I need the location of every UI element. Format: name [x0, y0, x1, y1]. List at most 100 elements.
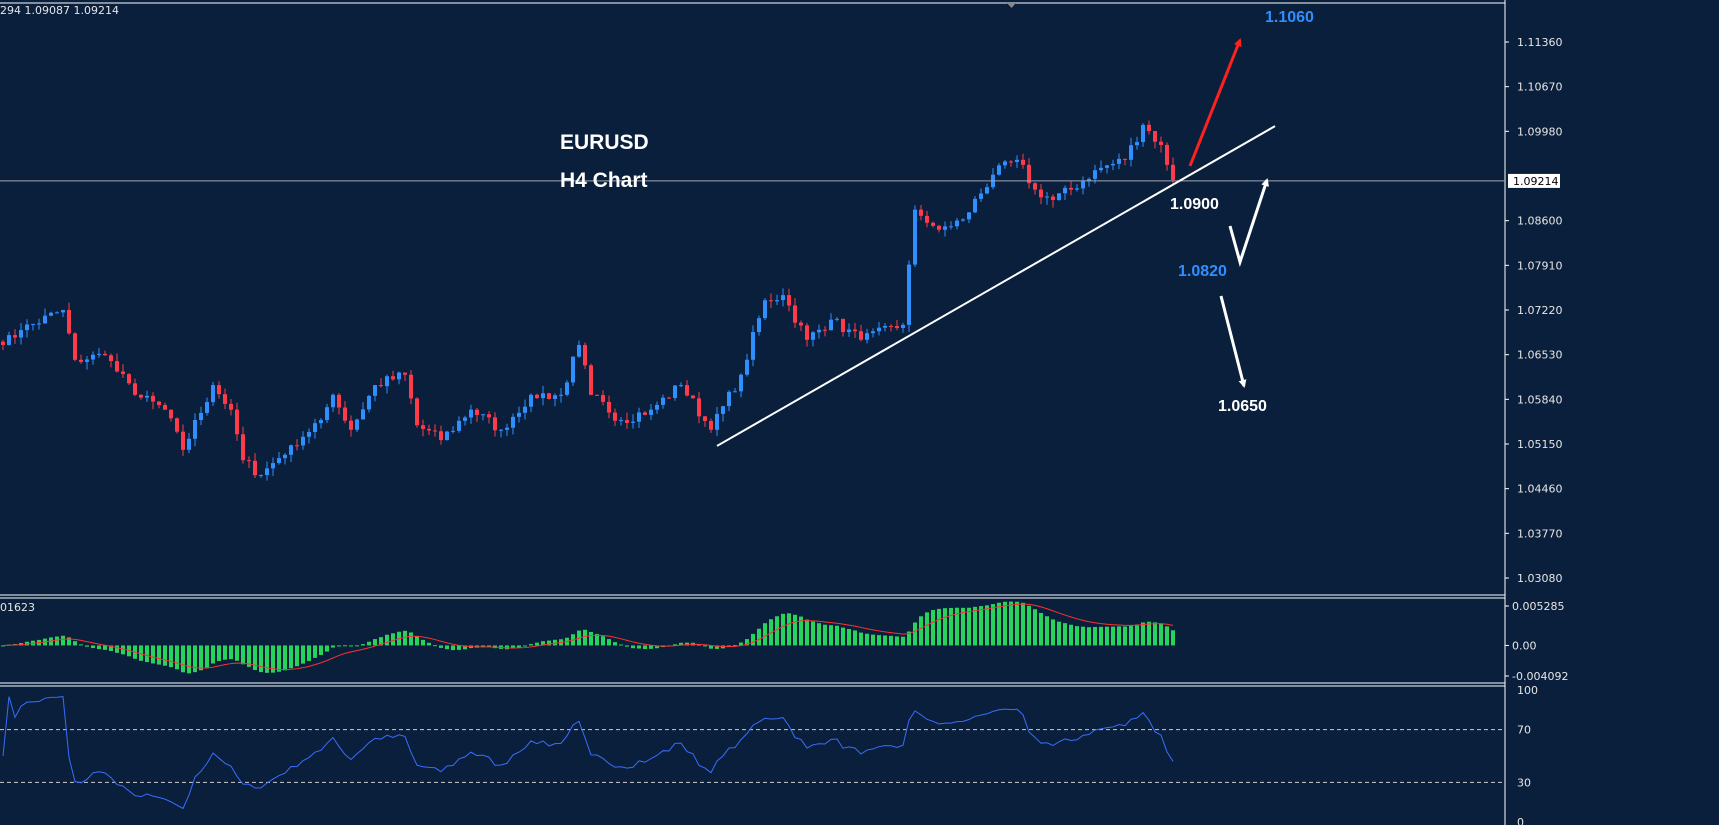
bull-candle	[901, 324, 905, 328]
y-tick-label: 1.08600	[1517, 215, 1563, 228]
macd-bar	[235, 645, 239, 661]
bear-candle	[487, 414, 491, 418]
macd-bar	[229, 645, 233, 660]
y-tick-label: 1.04460	[1517, 483, 1563, 496]
bull-candle	[193, 420, 197, 439]
bear-candle	[1123, 158, 1127, 160]
macd-bar	[655, 645, 659, 649]
bull-candle	[55, 312, 59, 314]
bear-candle	[1051, 196, 1055, 200]
bull-candle	[1087, 178, 1091, 181]
bull-candle	[31, 323, 35, 325]
bull-candle	[1081, 180, 1085, 189]
macd-bar	[889, 635, 893, 646]
bear-candle	[793, 305, 797, 323]
bull-candle	[1105, 165, 1109, 168]
macd-bar	[1075, 626, 1079, 646]
symbol-label: EURUSD	[560, 131, 649, 154]
macd-bar	[943, 608, 947, 646]
bear-candle	[103, 353, 107, 356]
bull-candle	[541, 393, 545, 399]
bull-candle	[661, 397, 665, 405]
bull-candle	[25, 324, 29, 331]
macd-bar	[631, 645, 635, 649]
bull-candle	[469, 409, 473, 418]
bull-candle	[955, 220, 959, 227]
macd-bar	[781, 613, 785, 646]
macd-bar	[811, 621, 815, 646]
bear-candle	[799, 322, 803, 326]
bull-candle	[445, 431, 449, 441]
bull-candle	[811, 332, 815, 340]
macd-bar	[211, 645, 215, 664]
bear-candle	[139, 394, 143, 398]
macd-bar	[547, 640, 551, 646]
bear-candle	[547, 393, 551, 399]
bear-candle	[13, 335, 17, 338]
bull-candle	[715, 413, 719, 430]
macd-bar	[463, 645, 467, 650]
macd-bar	[481, 645, 485, 648]
bear-candle	[1165, 144, 1169, 165]
bull-candle	[829, 319, 833, 331]
macd-signal-line	[2, 603, 1174, 671]
bull-candle	[1057, 193, 1061, 200]
macd-bar	[1087, 627, 1091, 646]
bear-candle	[1021, 159, 1025, 165]
macd-bar	[679, 642, 683, 646]
macd-bar	[727, 645, 731, 647]
bear-candle	[427, 428, 431, 431]
macd-bar	[487, 645, 491, 648]
macd-bar	[601, 636, 605, 646]
macd-bar	[763, 623, 767, 646]
bull-candle	[571, 356, 575, 383]
macd-bar	[67, 637, 71, 646]
bear-candle	[1033, 183, 1037, 190]
y-tick-label: 1.11360	[1517, 36, 1563, 49]
bear-candle	[1171, 164, 1175, 180]
macd-bar	[445, 645, 449, 650]
bear-candle	[475, 409, 479, 415]
bear-candle	[919, 209, 923, 216]
bear-candle	[391, 376, 395, 380]
macd-bar	[853, 630, 857, 646]
bear-candle	[823, 329, 827, 331]
bear-candle	[181, 431, 185, 450]
bear-candle	[1069, 187, 1073, 190]
macd-bar	[865, 633, 869, 646]
macd-bar	[1153, 622, 1157, 646]
macd-bar	[1099, 626, 1103, 646]
bull-candle	[307, 431, 311, 437]
macd-bar	[589, 631, 593, 646]
bull-candle	[559, 394, 563, 396]
macd-bar	[703, 645, 707, 647]
macd-bar	[541, 641, 545, 646]
bull-candle	[1075, 188, 1079, 190]
macd-bar	[175, 645, 179, 670]
macd-bar	[415, 636, 419, 646]
macd-bar	[1045, 616, 1049, 646]
bear-candle	[409, 374, 413, 399]
macd-bar	[619, 644, 623, 646]
bear-candle	[67, 310, 71, 334]
macd-axis-label: 0.005285	[1512, 600, 1565, 613]
macd-bar	[775, 616, 779, 646]
bear-candle	[931, 222, 935, 226]
macd-bar	[199, 645, 203, 671]
bull-candle	[577, 344, 581, 357]
bear-candle	[613, 412, 617, 421]
macd-bar	[955, 607, 959, 646]
macd-bar	[91, 645, 95, 649]
macd-bar	[979, 606, 983, 646]
bull-candle	[367, 395, 371, 410]
rsi-axis-label: 100	[1517, 684, 1538, 697]
bounce-arrow	[1228, 178, 1269, 268]
bear-candle	[787, 295, 791, 306]
macd-bar	[745, 639, 749, 646]
bull-candle	[721, 406, 725, 414]
macd-bar	[1039, 612, 1043, 646]
bear-candle	[157, 401, 161, 406]
bear-candle	[403, 372, 407, 375]
bear-candle	[151, 395, 155, 402]
